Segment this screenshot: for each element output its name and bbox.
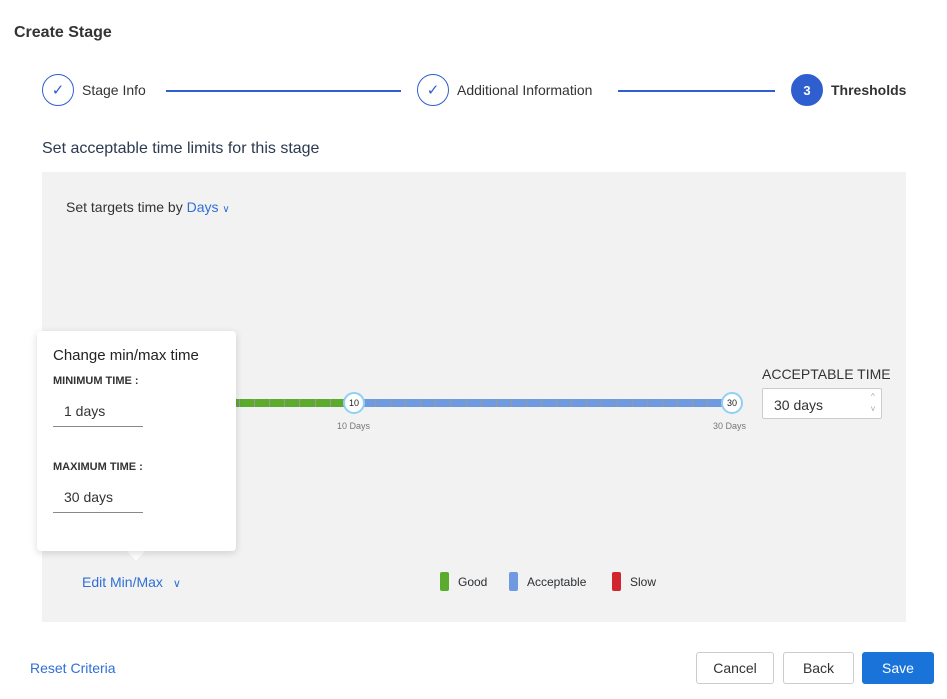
slider-tick bbox=[496, 399, 497, 407]
slider-tick bbox=[420, 399, 421, 407]
slider-tick bbox=[662, 399, 663, 407]
acceptable-time-label: ACCEPTABLE TIME bbox=[762, 366, 891, 382]
stepper-icon[interactable]: ^ v bbox=[871, 392, 875, 413]
slider-tick bbox=[617, 399, 618, 407]
slider-tick bbox=[586, 399, 587, 407]
slider-tick bbox=[601, 399, 602, 407]
chevron-down-icon: ∨ bbox=[172, 578, 181, 590]
acceptable-time-value: 30 days bbox=[774, 397, 824, 413]
cancel-button[interactable]: Cancel bbox=[696, 652, 774, 684]
legend-acceptable-label: Acceptable bbox=[527, 575, 587, 589]
acceptable-time-input[interactable]: 30 days ^ v bbox=[762, 388, 882, 419]
slider-tick bbox=[541, 399, 542, 407]
legend-good-swatch bbox=[440, 572, 449, 591]
slider-tick bbox=[466, 399, 467, 407]
slider-tick bbox=[677, 399, 678, 407]
good-threshold-handle[interactable]: 10 bbox=[343, 392, 365, 414]
slider-tick bbox=[284, 399, 285, 407]
edit-minmax-button[interactable]: Edit Min/Max ∨ bbox=[82, 574, 181, 590]
step-2-label[interactable]: Additional Information bbox=[457, 82, 593, 98]
slider-tick bbox=[571, 399, 572, 407]
reset-criteria-link[interactable]: Reset Criteria bbox=[30, 660, 116, 676]
minmax-popover: Change min/max time MINIMUM TIME : 1 day… bbox=[37, 331, 236, 551]
step-2-check-icon: ✓ bbox=[417, 74, 449, 106]
slider-tick bbox=[647, 399, 648, 407]
section-subtitle: Set acceptable time limits for this stag… bbox=[42, 140, 320, 157]
chevron-down-icon[interactable]: ∨ bbox=[222, 204, 230, 215]
legend-acceptable-swatch bbox=[509, 572, 518, 591]
page-title: Create Stage bbox=[14, 24, 112, 41]
good-range-track bbox=[236, 399, 352, 407]
acceptable-range-track bbox=[352, 399, 732, 407]
slider-tick bbox=[707, 399, 708, 407]
step-connector bbox=[166, 90, 401, 92]
max-time-input[interactable]: 30 days bbox=[53, 489, 143, 513]
slider-tick bbox=[632, 399, 633, 407]
legend-good-label: Good bbox=[458, 575, 488, 589]
handle-2-label: 30 Days bbox=[713, 421, 747, 431]
legend-slow-swatch bbox=[612, 572, 621, 591]
step-1-check-icon: ✓ bbox=[42, 74, 74, 106]
slider-tick bbox=[435, 399, 436, 407]
legend-slow-label: Slow bbox=[630, 575, 657, 589]
slider-tick bbox=[330, 399, 331, 407]
slider-tick bbox=[481, 399, 482, 407]
slider-tick bbox=[405, 399, 406, 407]
slider-tick bbox=[299, 399, 300, 407]
slider-tick bbox=[375, 399, 376, 407]
slider-tick bbox=[254, 399, 255, 407]
handle-1-label: 10 Days bbox=[337, 421, 371, 431]
step-1-label[interactable]: Stage Info bbox=[82, 82, 146, 98]
slider-tick bbox=[526, 399, 527, 407]
unit-dropdown[interactable]: Days bbox=[186, 199, 219, 215]
max-time-label: MAXIMUM TIME : bbox=[53, 461, 143, 473]
slider-tick bbox=[269, 399, 270, 407]
slider-tick bbox=[511, 399, 512, 407]
slider-tick bbox=[239, 399, 240, 407]
slider-tick bbox=[315, 399, 316, 407]
popover-title: Change min/max time bbox=[53, 347, 199, 364]
save-button[interactable]: Save bbox=[862, 652, 934, 684]
targets-prefix: Set targets time by bbox=[66, 199, 183, 215]
min-time-label: MINIMUM TIME : bbox=[53, 375, 139, 387]
slider-tick bbox=[390, 399, 391, 407]
slider-tick bbox=[556, 399, 557, 407]
min-time-input[interactable]: 1 days bbox=[53, 403, 143, 427]
slider-tick bbox=[450, 399, 451, 407]
step-connector bbox=[618, 90, 775, 92]
step-3-label[interactable]: Thresholds bbox=[831, 82, 907, 98]
acceptable-threshold-handle[interactable]: 30 bbox=[721, 392, 743, 414]
step-3-number: 3 bbox=[791, 74, 823, 106]
slider-tick bbox=[692, 399, 693, 407]
edit-minmax-label: Edit Min/Max bbox=[82, 574, 163, 590]
targets-selector: Set targets time by Days ∨ bbox=[66, 199, 230, 215]
back-button[interactable]: Back bbox=[783, 652, 854, 684]
